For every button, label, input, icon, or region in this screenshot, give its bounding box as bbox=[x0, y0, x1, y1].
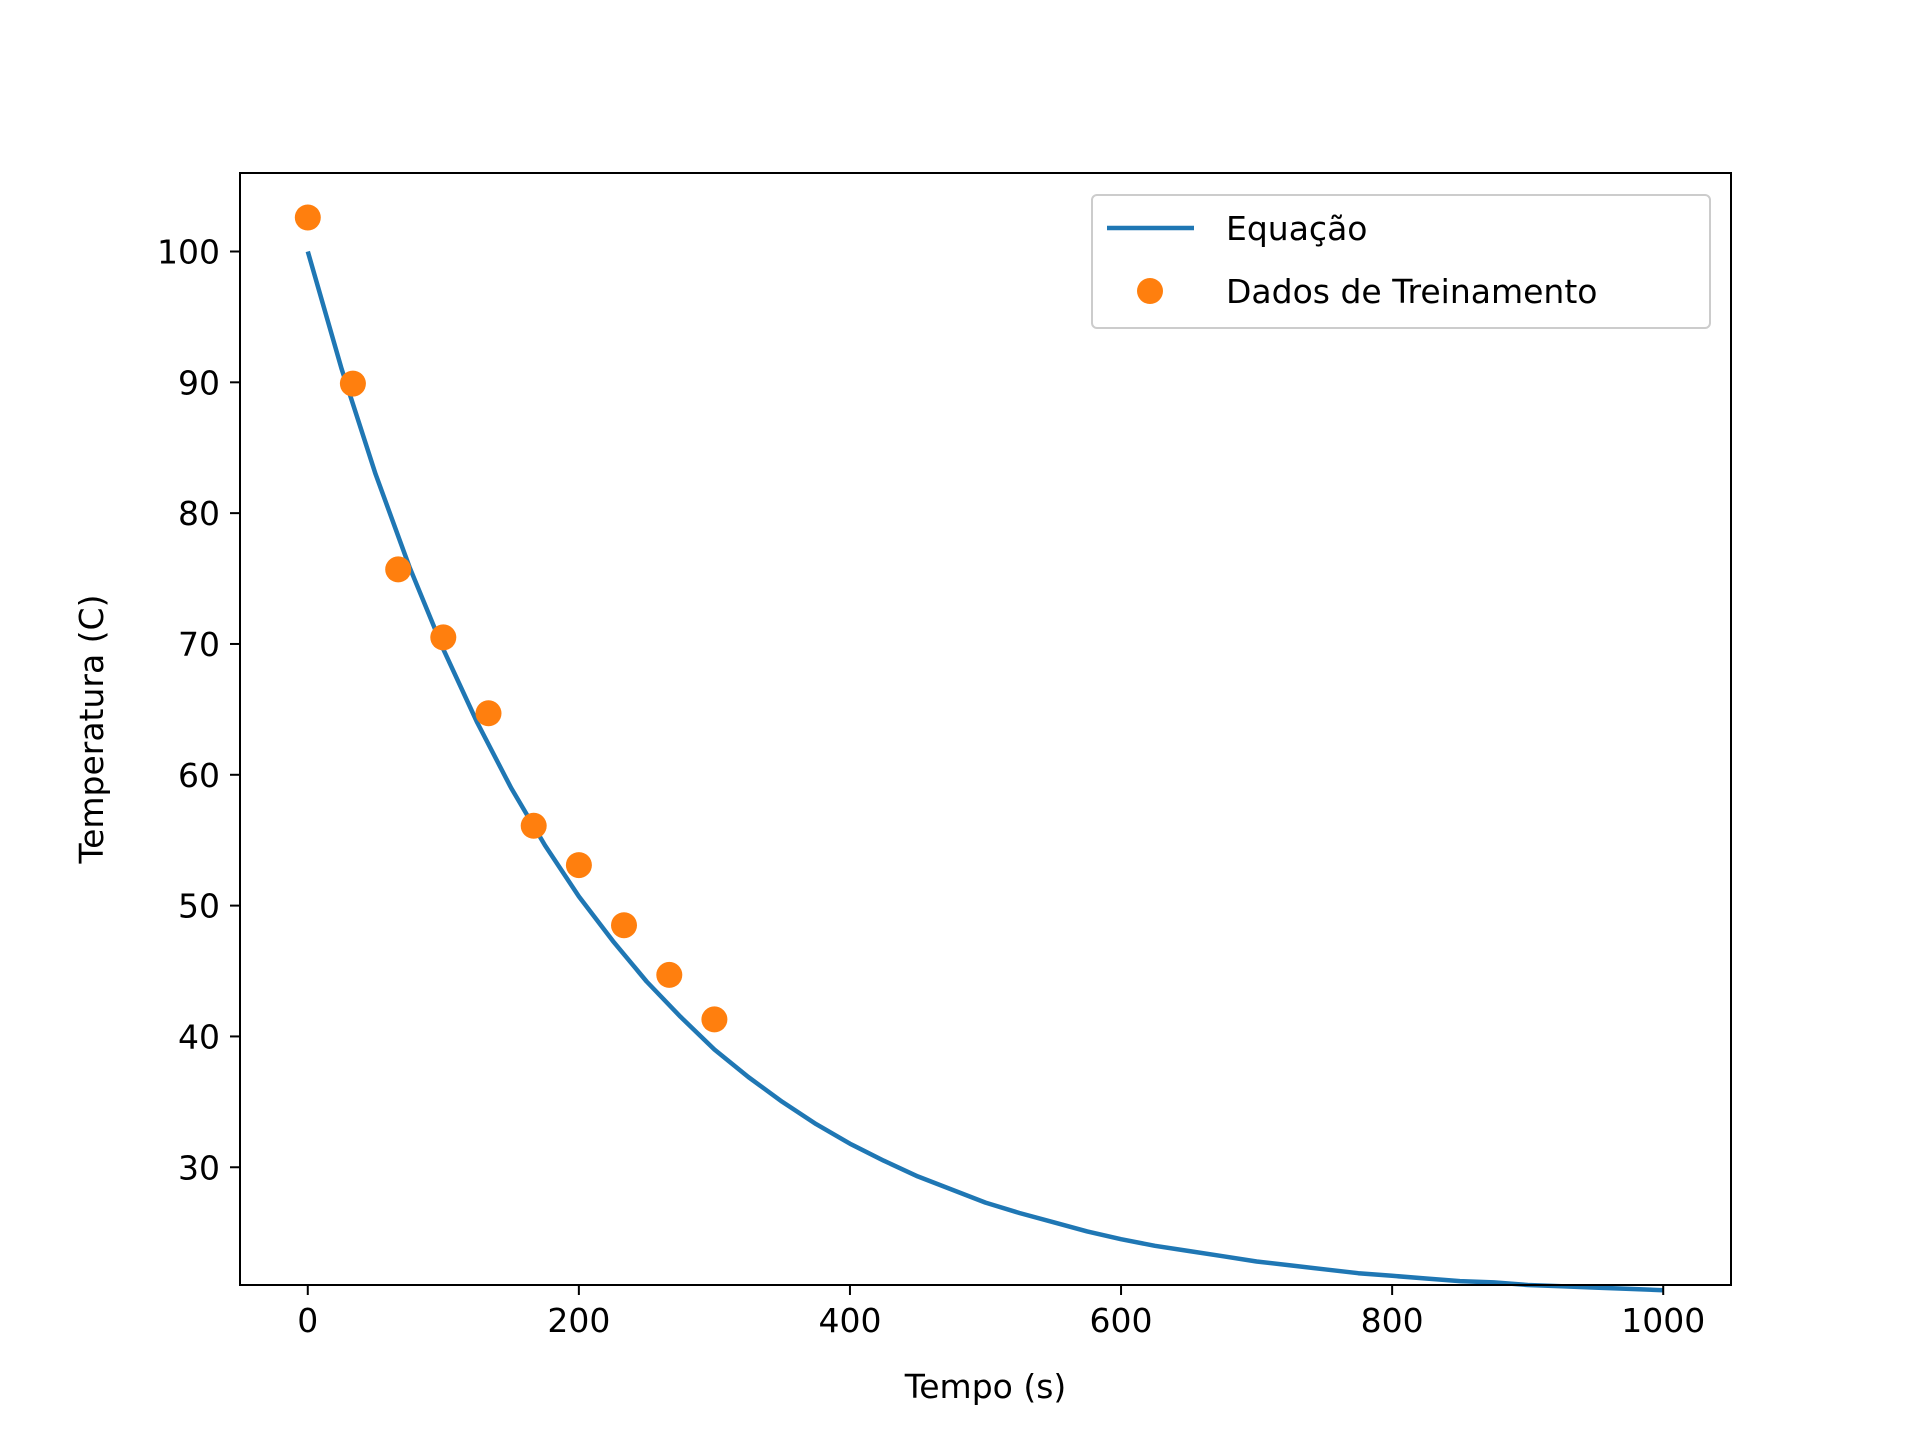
axes-frame bbox=[239, 172, 1732, 1286]
y-axis-label: Temperatura (C) bbox=[72, 595, 111, 865]
data-point bbox=[611, 912, 637, 939]
data-point bbox=[701, 1006, 728, 1033]
x-tick-label: 600 bbox=[1090, 1301, 1153, 1340]
x-axis-label: Tempo (s) bbox=[904, 1367, 1067, 1406]
x-tick-label: 400 bbox=[818, 1301, 881, 1340]
legend-dot-marker bbox=[1137, 278, 1163, 304]
y-tick-label: 30 bbox=[178, 1148, 220, 1187]
data-point bbox=[656, 961, 683, 988]
data-point bbox=[430, 624, 457, 651]
data-point bbox=[385, 556, 412, 583]
y-tick-label: 100 bbox=[157, 232, 220, 271]
legend-label-equacao: Equação bbox=[1226, 209, 1368, 248]
y-tick-label: 40 bbox=[178, 1017, 220, 1056]
data-point bbox=[339, 370, 366, 397]
x-tick-label: 1000 bbox=[1621, 1301, 1705, 1340]
legend: Equação Dados de Treinamento bbox=[1091, 194, 1711, 329]
series-layer bbox=[294, 204, 1664, 1293]
x-tick-label: 200 bbox=[547, 1301, 610, 1340]
legend-label-dados: Dados de Treinamento bbox=[1226, 272, 1597, 311]
y-tick-label: 50 bbox=[178, 887, 220, 926]
data-point bbox=[565, 852, 592, 879]
y-tick-label: 80 bbox=[178, 494, 220, 533]
x-axis-ticks: 0 200 400 600 800 1000 bbox=[297, 1285, 1705, 1340]
data-point bbox=[520, 812, 547, 839]
data-point bbox=[294, 204, 321, 231]
data-point bbox=[475, 700, 502, 727]
y-axis-ticks: 30 40 50 60 70 80 90 100 bbox=[157, 232, 240, 1187]
y-tick-label: 70 bbox=[178, 625, 220, 664]
x-tick-label: 0 bbox=[297, 1301, 318, 1340]
plot-area bbox=[240, 173, 1731, 1285]
y-tick-label: 60 bbox=[178, 756, 220, 795]
x-tick-label: 800 bbox=[1361, 1301, 1424, 1340]
y-tick-label: 90 bbox=[178, 363, 220, 402]
legend-box bbox=[1091, 194, 1711, 329]
